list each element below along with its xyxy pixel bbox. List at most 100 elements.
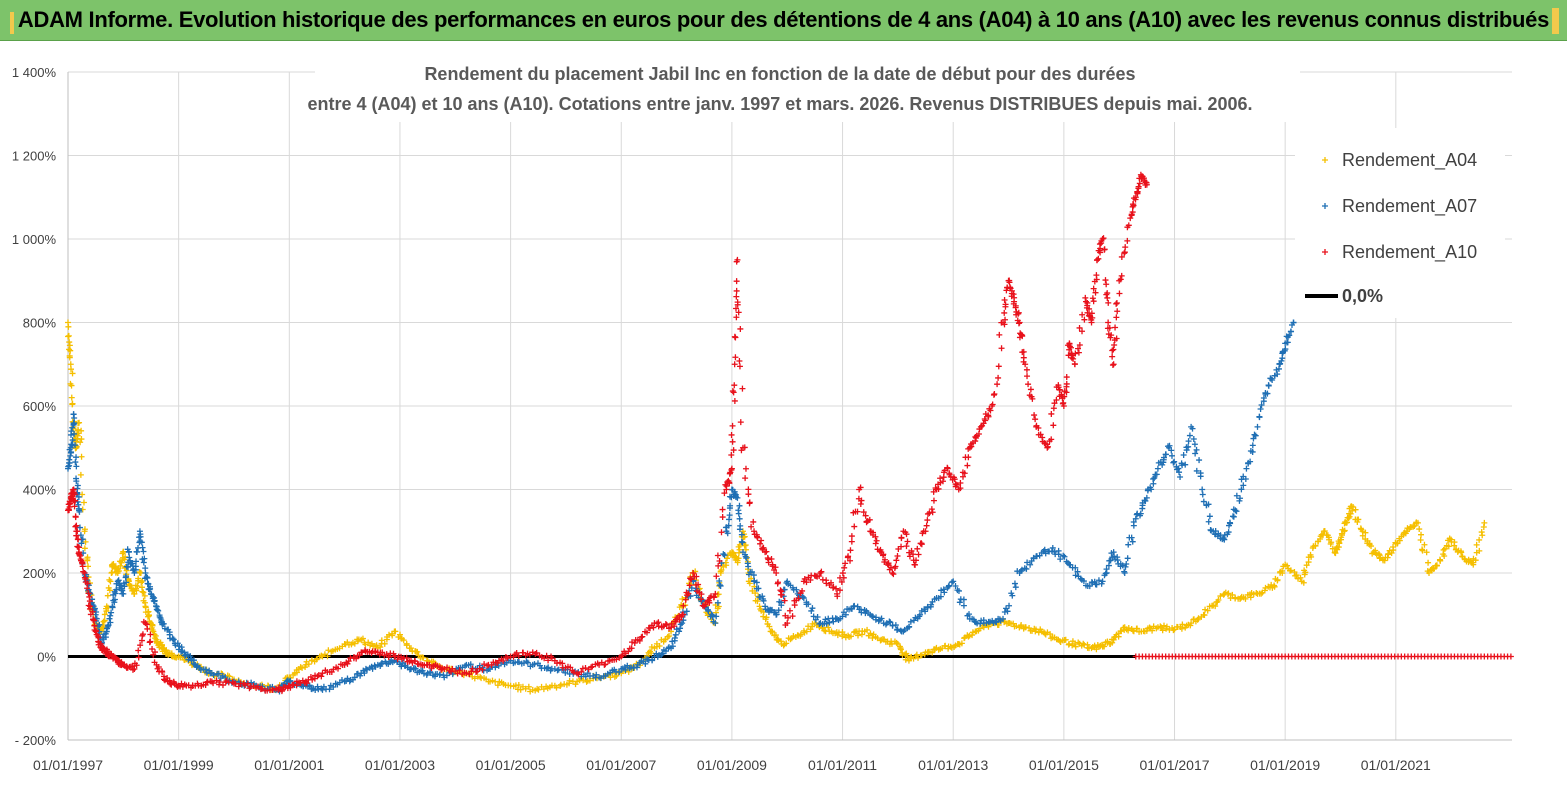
data-point-fill [1139,502,1146,509]
data-point-fill [589,663,596,670]
y-tick-label: 1 000% [12,232,57,247]
data-point-fill [676,628,683,635]
data-point [1481,519,1488,526]
data-point-fill [400,637,407,644]
data-point-fill [682,596,689,603]
data-point [463,670,470,677]
data-point-fill [755,585,762,592]
data-point-fill [904,538,911,545]
data-point-fill [1101,246,1108,253]
data-point-fill [1321,528,1328,535]
data-point-fill [872,540,879,547]
chart-title-background [315,56,1300,122]
data-point-fill [132,566,139,573]
data-point-fill [1458,549,1465,556]
data-point-fill [1111,553,1118,560]
data-point [817,570,824,576]
data-point-fill [1186,432,1193,439]
data-point-fill [734,301,741,308]
data-point-fill [886,618,893,625]
data-point-fill [77,471,84,478]
data-point-fill [1274,576,1281,583]
data-point-fill [631,640,638,647]
report-banner: ADAM Informe. Evolution historique des p… [0,0,1567,41]
data-point-fill [695,581,702,588]
data-point-fill [750,572,757,579]
data-point [1105,319,1112,326]
data-point-fill [515,682,522,689]
data-point-fill [378,661,385,668]
data-point-fill [1113,300,1120,307]
data-point-fill [738,538,745,545]
data-point-fill [1024,559,1031,566]
data-point-fill [719,506,726,513]
data-point-fill [764,555,771,562]
data-point-fill [757,540,764,547]
data-point-fill [908,547,915,554]
data-point [922,528,929,535]
data-point-fill [1075,349,1082,356]
data-point-fill [775,607,782,614]
data-point-fill [705,608,712,615]
data-point-fill [735,510,742,517]
data-point-fill [210,672,217,679]
data-point-fill [65,463,72,470]
data-point-fill [392,628,399,635]
y-axis-ticks: - 200% 0% 200% 400% 600% 800% 1 000% 1 200% 1 40… [12,65,57,748]
data-point-fill [939,478,946,485]
data-point-fill [86,605,93,612]
data-point-fill [650,624,657,631]
data-point-fill [1063,374,1070,381]
data-point [1110,361,1117,368]
data-point-fill [147,638,154,645]
legend-label: Rendement_A10 [1342,242,1477,263]
data-point [1143,494,1150,501]
data-point [690,570,697,576]
data-point-fill [515,653,522,660]
data-point-fill [1103,281,1110,288]
data-point-fill [1237,495,1244,502]
data-point-fill [887,619,894,626]
data-point-fill [902,656,909,663]
data-point-fill [71,491,78,498]
data-point-fill [1012,584,1019,591]
data-point-fill [1160,454,1167,461]
data-point-fill [73,522,80,529]
data-point-fill [1024,373,1031,380]
data-point-fill [1102,277,1109,284]
data-point-fill [1113,300,1120,307]
data-point-fill [773,611,780,618]
legend-label: Rendement_A04 [1342,150,1477,171]
data-point-fill [1076,324,1083,331]
data-point-fill [570,669,577,676]
data-point-fill [862,512,869,519]
data-point-fill [774,580,781,587]
data-point [679,603,686,610]
data-point-fill [964,462,971,469]
data-point-fill [816,572,823,579]
data-point-fill [742,465,749,472]
data-point-fill [991,391,998,398]
data-point-fill [330,683,337,690]
data-point-fill [381,640,388,647]
data-point-fill [96,621,103,628]
data-point-fill [1148,486,1155,493]
data-point [917,611,924,618]
data-point-fill [965,454,972,461]
data-point-fill [1162,451,1169,458]
data-point-fill [808,607,815,614]
data-point-fill [828,579,835,586]
data-point-fill [930,497,937,504]
data-point-fill [745,563,752,570]
data-point-fill [1104,294,1111,301]
data-point [1121,570,1128,576]
data-point-fill [383,636,390,643]
data-point-fill [897,646,904,653]
data-point-fill [1168,447,1175,454]
data-point [1082,298,1089,305]
data-point-fill [365,639,372,646]
data-point-fill [799,587,806,594]
data-point-fill [312,687,319,694]
data-point-fill [1142,497,1149,504]
data-point-fill [1433,562,1440,569]
